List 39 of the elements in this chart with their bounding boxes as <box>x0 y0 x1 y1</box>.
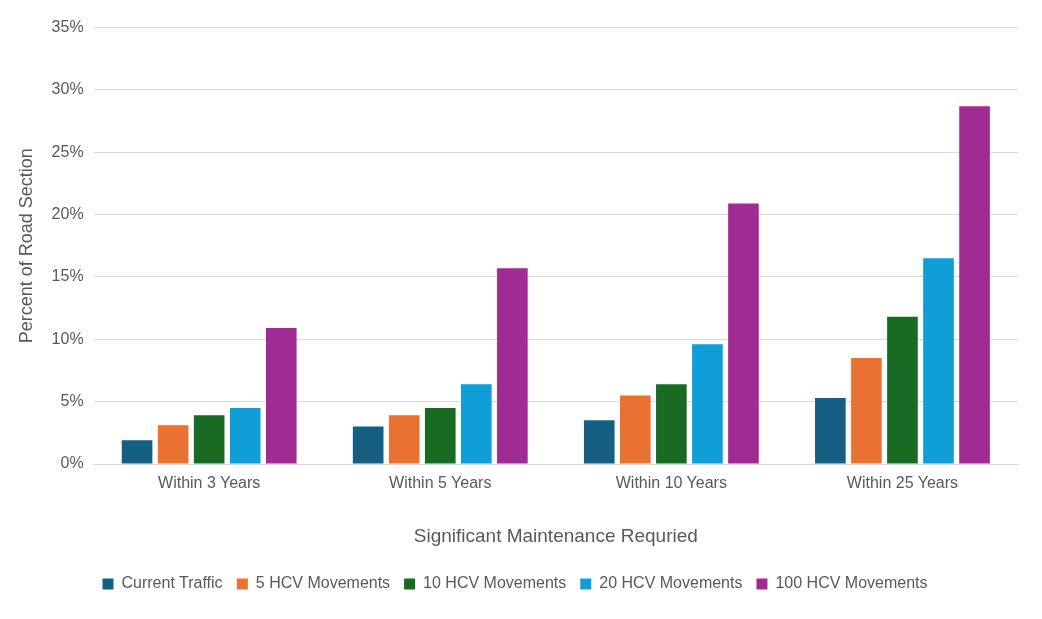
bar <box>728 203 759 464</box>
y-tick-label: 10% <box>51 329 84 347</box>
y-tick-label: 15% <box>51 267 84 285</box>
legend-label: 5 HCV Movements <box>255 574 391 592</box>
y-tick-label: 35% <box>51 18 84 36</box>
y-tick-label: 0% <box>60 454 84 472</box>
bar <box>352 426 384 464</box>
bar <box>388 415 420 464</box>
x-tick-label: Within 10 Years <box>615 474 727 492</box>
bar <box>424 407 456 464</box>
bar <box>229 407 261 464</box>
bar <box>887 316 918 464</box>
bar <box>193 415 225 464</box>
bar <box>923 258 954 464</box>
x-tick-label: Within 25 Years <box>846 474 959 492</box>
legend-label: 100 HCV Movements <box>775 574 928 592</box>
legend-label: 10 HCV Movements <box>423 574 567 592</box>
x-tick-label: Within 3 Years <box>158 474 261 492</box>
bar <box>815 397 846 464</box>
bar <box>265 328 297 464</box>
y-axis-title: Percent of Road Section <box>15 148 36 344</box>
legend-label: Current Traffic <box>121 574 223 592</box>
legend-label: 20 HCV Movements <box>599 574 743 592</box>
bar <box>619 395 651 464</box>
y-tick-label: 30% <box>51 80 84 98</box>
x-axis-title: Significant Maintenance Requried <box>413 524 698 546</box>
bar <box>121 440 153 464</box>
y-tick-label: 25% <box>51 142 84 160</box>
bar <box>157 425 189 464</box>
y-tick-label: 5% <box>60 392 84 410</box>
bar <box>583 420 615 464</box>
x-tick-label: Within 5 Years <box>389 474 492 492</box>
y-tick-label: 20% <box>51 205 84 223</box>
bar <box>692 344 723 464</box>
bar <box>460 384 492 464</box>
bar <box>497 268 528 464</box>
bar <box>959 106 990 464</box>
bar <box>851 358 882 464</box>
bar <box>656 384 687 464</box>
